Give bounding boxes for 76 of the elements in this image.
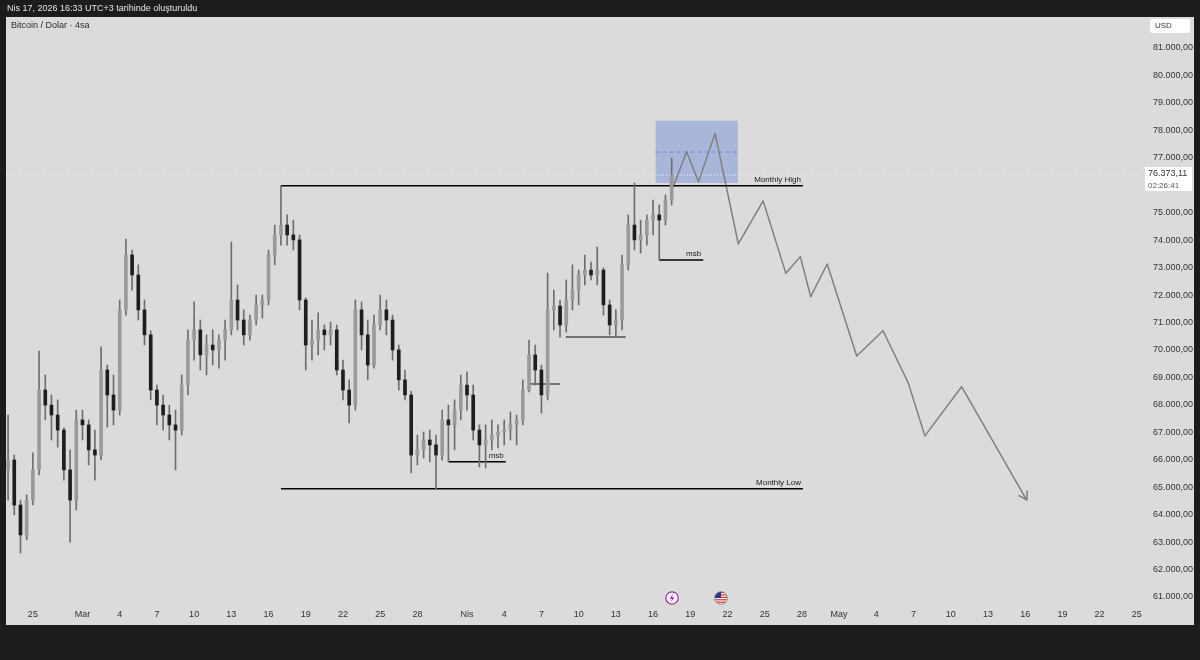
x-tick-label: 10 bbox=[945, 608, 956, 619]
candlestick bbox=[489, 419, 494, 451]
x-tick-label: 22 bbox=[722, 608, 733, 619]
text: 02:26:41 bbox=[1148, 180, 1180, 190]
x-tick-label: 25 bbox=[759, 608, 770, 619]
x-tick-label: 16 bbox=[1020, 608, 1031, 619]
x-tick-label: 13 bbox=[226, 608, 237, 619]
x-tick-label: 10 bbox=[189, 608, 200, 619]
x-tick-label: 28 bbox=[796, 608, 807, 619]
x-tick-label: 19 bbox=[685, 608, 696, 619]
y-tick-label: 77.000,00 bbox=[1153, 152, 1194, 163]
y-tick-label: 73.000,00 bbox=[1153, 262, 1194, 273]
x-tick-label: 4 bbox=[117, 608, 123, 619]
y-tick-label: 69.000,00 bbox=[1153, 371, 1194, 382]
candlestick bbox=[434, 434, 438, 490]
y-tick-label: 68.000,00 bbox=[1153, 399, 1194, 410]
x-tick-label: 7 bbox=[154, 608, 160, 619]
y-tick-label: 61.000,00 bbox=[1153, 591, 1194, 602]
x-tick-label: 4 bbox=[873, 608, 879, 619]
x-tick-label: 10 bbox=[573, 608, 584, 619]
x-tick-label: Mar bbox=[74, 608, 91, 619]
y-tick-label: 79.000,00 bbox=[1153, 97, 1194, 108]
x-tick-label: 22 bbox=[1094, 608, 1105, 619]
x-tick-label: 13 bbox=[982, 608, 993, 619]
candlestick bbox=[6, 414, 10, 501]
series-label: Monthly High bbox=[754, 175, 801, 184]
candlestick bbox=[210, 329, 215, 366]
x-tick-label: 28 bbox=[412, 608, 423, 619]
x-tick-label: 16 bbox=[263, 608, 274, 619]
x-tick-label: Nis bbox=[460, 608, 474, 619]
x-tick-label: 19 bbox=[1057, 608, 1068, 619]
y-tick-label: 65.000,00 bbox=[1153, 481, 1194, 492]
x-tick-label: 19 bbox=[300, 608, 311, 619]
x-tick-label: 7 bbox=[538, 608, 544, 619]
x-tick-label: 16 bbox=[648, 608, 659, 619]
y-tick-label: 75.000,00 bbox=[1153, 207, 1194, 218]
candlestick bbox=[279, 185, 283, 246]
y-tick-label: 81.000,00 bbox=[1153, 42, 1194, 53]
y-tick-label: 74.000,00 bbox=[1153, 234, 1194, 245]
ref-line-label: 76.373,11 bbox=[1148, 167, 1188, 178]
candlestick bbox=[583, 254, 587, 286]
x-tick-label: 22 bbox=[337, 608, 348, 619]
y-tick-label: 78.000,00 bbox=[1153, 124, 1194, 135]
y-tick-label: 80.000,00 bbox=[1153, 69, 1194, 80]
series-label: msb bbox=[488, 450, 505, 460]
candlestick bbox=[657, 204, 662, 261]
y-tick-label: 66.000,00 bbox=[1153, 454, 1194, 465]
x-tick-label: 25 bbox=[1131, 608, 1142, 619]
y-tick-label: 70.000,00 bbox=[1153, 344, 1194, 355]
y-tick-label: 72.000,00 bbox=[1153, 289, 1194, 300]
y-tick-label: 63.000,00 bbox=[1153, 536, 1194, 547]
y-tick-label: 64.000,00 bbox=[1153, 509, 1194, 520]
series-label: Monthly Low bbox=[756, 478, 802, 488]
candlestick bbox=[316, 312, 320, 356]
x-tick-label: 13 bbox=[610, 608, 621, 619]
candlestick bbox=[595, 246, 600, 286]
y-tick-label: 67.000,00 bbox=[1153, 426, 1194, 437]
y-axis-title: USD bbox=[1150, 19, 1190, 33]
candlestick bbox=[192, 301, 196, 361]
candlestick bbox=[614, 309, 618, 338]
x-tick-label: 25 bbox=[375, 608, 386, 619]
x-tick-label: 7 bbox=[911, 608, 917, 619]
candlestick bbox=[552, 289, 556, 331]
candlestick bbox=[310, 319, 314, 361]
x-tick-label: 4 bbox=[501, 608, 507, 619]
x-tick-label: 25 bbox=[27, 608, 38, 619]
candlestick bbox=[427, 429, 432, 463]
y-tick-label: 62.000,00 bbox=[1153, 564, 1194, 575]
candlestick bbox=[651, 199, 655, 236]
y-tick-label: 71.000,00 bbox=[1153, 316, 1194, 327]
candlestick bbox=[93, 429, 97, 481]
series-label: msb bbox=[686, 249, 702, 259]
chart-title: Bitcoin / Dolar · 4sa bbox=[11, 20, 90, 31]
x-tick-label: May bbox=[830, 608, 849, 619]
text: Nis 17, 2026 16:33 UTC+3 tarihinde oluşturuldu bbox=[7, 3, 198, 13]
candlestick bbox=[496, 424, 500, 449]
